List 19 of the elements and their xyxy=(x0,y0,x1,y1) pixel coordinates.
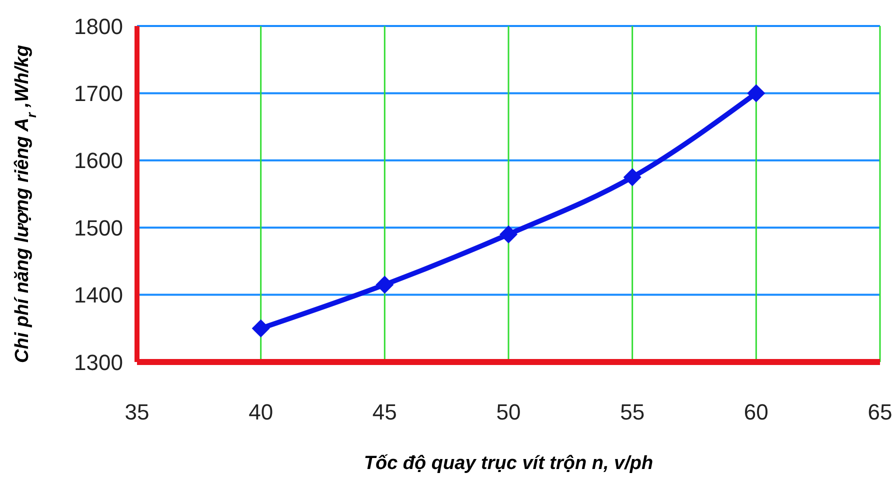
y-tick-label: 1500 xyxy=(74,215,123,240)
x-tick-label: 65 xyxy=(868,400,892,425)
x-tick-label: 55 xyxy=(620,400,645,425)
y-tick-label: 1400 xyxy=(74,282,123,308)
y-tick-label: 1300 xyxy=(74,350,123,375)
point xyxy=(747,84,766,102)
point xyxy=(500,225,518,244)
x-tick-label: 60 xyxy=(744,400,768,425)
y-tick-label: 1800 xyxy=(74,14,123,39)
point xyxy=(252,319,270,338)
x-tick-label: 35 xyxy=(124,400,150,425)
x-axis-title: Tốc độ quay trục vít trộn n, v/ph xyxy=(364,453,654,474)
x-tick-label: 40 xyxy=(248,400,274,425)
point xyxy=(376,276,394,294)
y-tick-label: 1700 xyxy=(74,81,123,106)
y-tick-label: 1600 xyxy=(74,148,123,174)
x-tick-label: 45 xyxy=(372,400,397,425)
x-tick-label: 50 xyxy=(496,400,521,425)
point xyxy=(623,168,642,186)
